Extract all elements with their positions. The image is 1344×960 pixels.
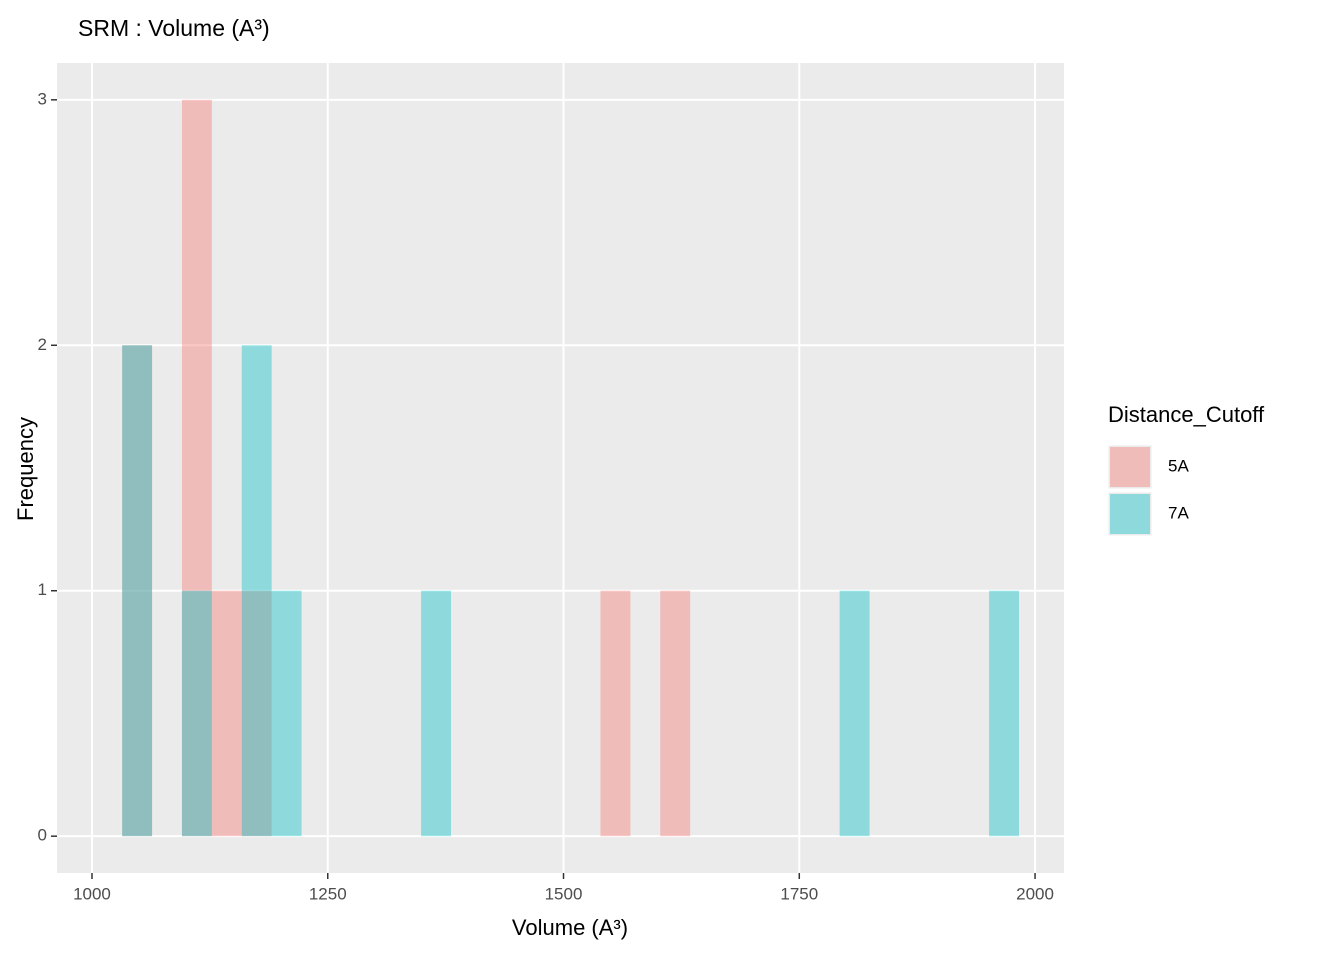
y-tick-label: 0 — [38, 826, 47, 845]
bar — [600, 590, 631, 837]
y-tick-label: 2 — [38, 335, 47, 354]
legend-key — [1107, 491, 1153, 537]
legend-key — [1107, 444, 1153, 490]
x-tick-label: 1750 — [780, 884, 818, 903]
bar — [181, 99, 212, 837]
bar — [122, 345, 153, 837]
legend-swatch — [1110, 494, 1150, 534]
y-axis-label: Frequency — [13, 417, 38, 521]
bar — [241, 345, 272, 837]
x-axis-label: Volume (A³) — [512, 915, 628, 940]
axes: 1000 1250 1500 1750 2000 0 1 2 3 — [38, 89, 1054, 903]
panel — [57, 63, 1064, 873]
bar — [211, 590, 242, 837]
bar — [241, 590, 272, 837]
x-tick-label: 1250 — [309, 884, 347, 903]
x-tick-label: 1000 — [73, 884, 111, 903]
bars — [122, 99, 1020, 837]
y-tick-label: 3 — [38, 89, 47, 108]
chart-title: SRM : Volume (A³) — [78, 15, 270, 41]
legend-swatch — [1110, 447, 1150, 487]
x-tick-label: 1500 — [545, 884, 583, 903]
legend-label: 7A — [1168, 503, 1189, 522]
legend: 5A 7A — [1107, 444, 1189, 537]
bar — [122, 345, 153, 837]
bar — [271, 590, 302, 837]
legend-label: 5A — [1168, 456, 1189, 475]
bar — [421, 590, 452, 837]
y-tick-label: 1 — [38, 580, 47, 599]
x-tick-label: 2000 — [1016, 884, 1054, 903]
bar — [660, 590, 691, 837]
grid — [57, 63, 1064, 873]
bar — [989, 590, 1020, 837]
bar — [839, 590, 870, 837]
bar — [181, 590, 212, 837]
legend-title: Distance_Cutoff — [1108, 402, 1265, 427]
